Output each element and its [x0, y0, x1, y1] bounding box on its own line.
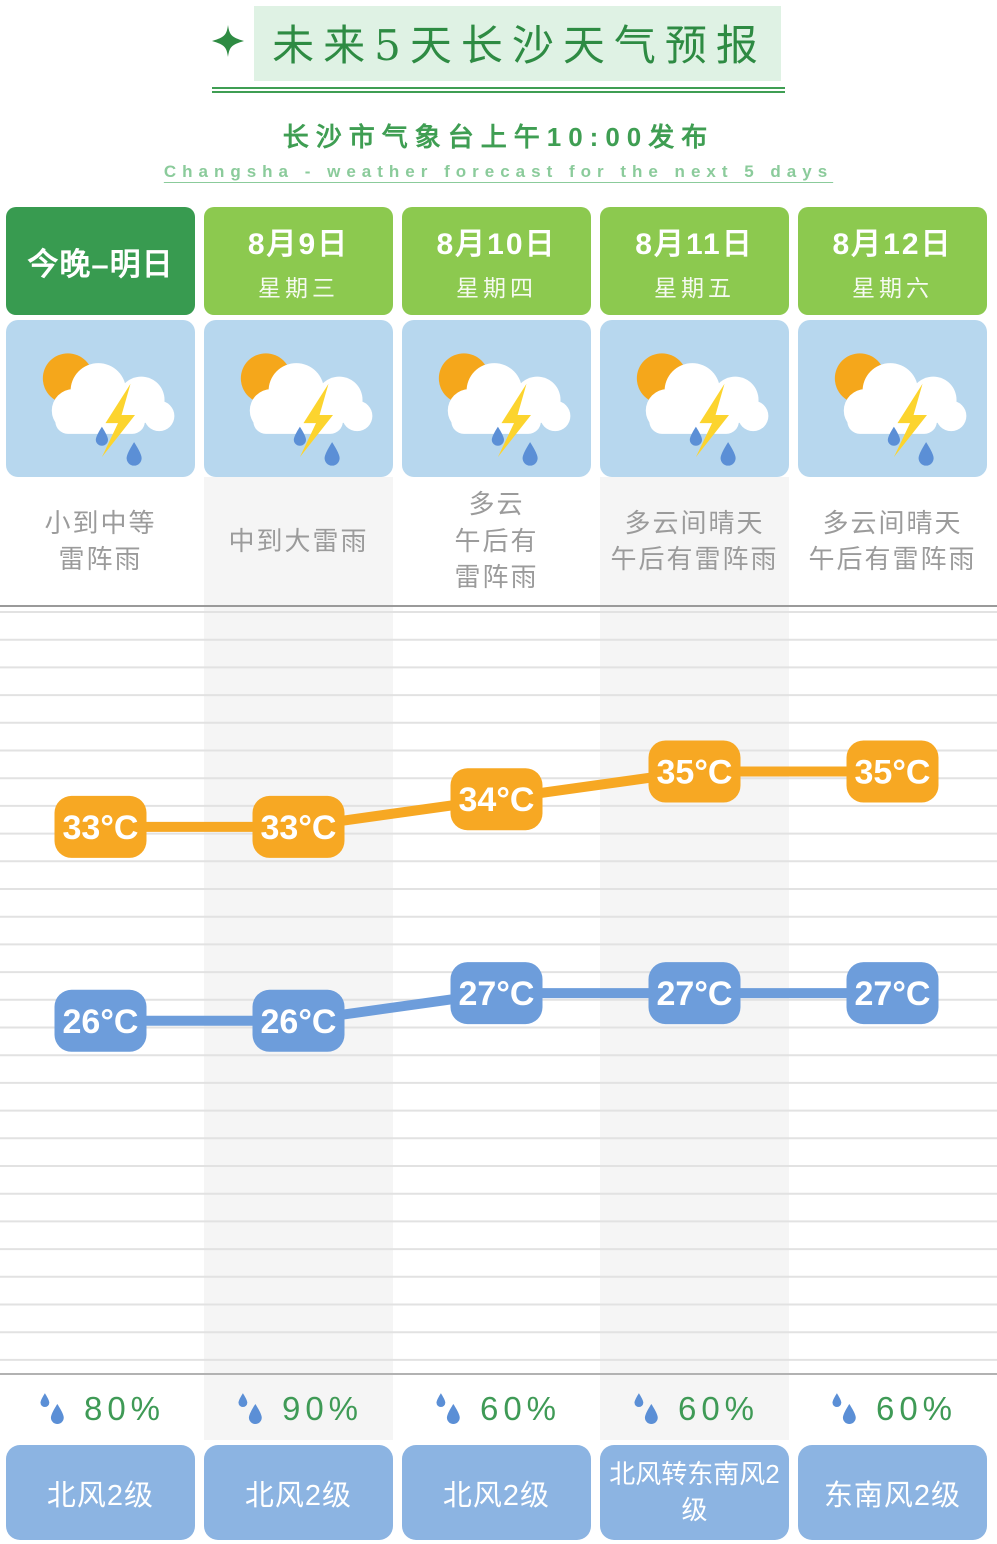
- temperature-chart-svg: 33°C 33°C 34°C 35°C 35°C 26°C 26°C 27°C 27°C 27°C: [0, 611, 997, 1361]
- temperature-chart: 33°C 33°C 34°C 35°C 35°C 26°C 26°C 27°C 27°C 27°C: [0, 605, 997, 1375]
- date-label: 8月10日: [436, 228, 557, 261]
- wind-label: 北风转东南风2级: [600, 1445, 789, 1540]
- weather-condition-icon: [600, 320, 789, 477]
- rain-probability-cell: 60%: [600, 1390, 789, 1428]
- temp-badge-label: 27°C: [657, 975, 733, 1013]
- temp-badge: [54, 795, 147, 858]
- forecast-column-day5: 8月12日 星期六 多云间晴天 午后有雷阵雨: [798, 207, 987, 605]
- rain-probability-value: 60%: [875, 1390, 958, 1427]
- wind-label: 北风2级: [402, 1445, 591, 1540]
- rain-probability-value: 90%: [281, 1390, 364, 1427]
- english-subtitle: Changsha - weather forecast for the next…: [163, 162, 834, 181]
- rain-probability-cell: 60%: [402, 1390, 591, 1428]
- forecast-column-day2: 8月9日 星期三 中到大雷雨: [204, 207, 393, 605]
- rain-probability-cell: 80%: [6, 1390, 195, 1428]
- date-header: 8月11日 星期五: [600, 207, 789, 315]
- temp-badge: [846, 962, 939, 1025]
- weekday-label: 星期三: [258, 275, 339, 301]
- temp-badge-label: 26°C: [63, 1003, 139, 1041]
- column-stripe-2: [204, 477, 393, 1440]
- temp-badge: [846, 740, 939, 803]
- temp-badge: [450, 768, 543, 831]
- temp-badge: [252, 795, 345, 858]
- raindrops-icon: [238, 1393, 262, 1425]
- temp-badge: [648, 740, 741, 803]
- date-label: 8月11日: [635, 228, 754, 261]
- raindrops-icon: [40, 1393, 64, 1425]
- condition-label: 多云 午后有 雷阵雨: [454, 489, 539, 593]
- wind-label: 东南风2级: [798, 1445, 987, 1540]
- column-stripe-4: [600, 477, 789, 1440]
- forecast-column-day4: 8月11日 星期五 多云间晴天 午后有雷阵雨: [600, 207, 789, 605]
- temp-badge-label: 33°C: [63, 809, 139, 847]
- page-title: 未来5天长沙天气预报: [254, 6, 781, 81]
- weather-condition-icon: [798, 320, 987, 477]
- weather-condition-icon: [204, 320, 393, 477]
- wind-row: 北风2级 北风2级 北风2级 北风转东南风2级 东南风2级: [0, 1443, 997, 1544]
- date-header: 8月12日 星期六: [798, 207, 987, 315]
- wind-label: 北风2级: [204, 1445, 393, 1540]
- temp-badge-label: 35°C: [657, 754, 733, 792]
- rain-probability-value: 60%: [479, 1390, 562, 1427]
- date-label: 8月9日: [247, 228, 350, 261]
- date-header: 8月9日 星期三: [204, 207, 393, 315]
- temp-badge-label: 26°C: [261, 1003, 337, 1041]
- weekday-label: 星期四: [456, 275, 537, 301]
- forecast-column-today: 今晚–明日 小到中等 雷阵雨: [6, 207, 195, 605]
- temp-badge: [648, 962, 741, 1025]
- condition-label: 中到大雷雨: [228, 525, 369, 556]
- forecast-columns: 今晚–明日 小到中等 雷阵雨 8月9日: [0, 207, 997, 605]
- temp-badge-label: 34°C: [459, 781, 535, 819]
- issued-by-subtitle: 长沙市气象台上午10:00发布: [282, 122, 715, 152]
- raindrops-icon: [832, 1393, 856, 1425]
- temp-badge: [252, 989, 345, 1052]
- weekday-label: 星期六: [852, 275, 933, 301]
- sparkle-star-icon: [212, 25, 245, 62]
- title-underline: 未来5天长沙天气预报: [212, 6, 785, 93]
- weather-condition-icon: [402, 320, 591, 477]
- date-header-today: 今晚–明日: [6, 207, 195, 315]
- temp-badge-label: 33°C: [261, 809, 337, 847]
- condition-label: 多云间晴天 午后有雷阵雨: [610, 507, 779, 574]
- temp-badge-label: 27°C: [855, 975, 931, 1013]
- temp-badge: [54, 989, 147, 1052]
- condition-label: 多云间晴天 午后有雷阵雨: [808, 507, 977, 574]
- wind-label: 北风2级: [6, 1445, 195, 1540]
- temp-badge-label: 27°C: [459, 975, 535, 1013]
- raindrops-icon: [634, 1393, 658, 1425]
- temp-badge-label: 35°C: [855, 754, 931, 792]
- rain-probability-cell: 60%: [798, 1390, 987, 1428]
- rain-probability-cell: 90%: [204, 1390, 393, 1428]
- page-header: 未来5天长沙天气预报 长沙市气象台上午10:00发布 Changsha - we…: [0, 0, 997, 207]
- rain-probability-value: 80%: [83, 1390, 166, 1427]
- rain-probability-value: 60%: [677, 1390, 760, 1427]
- weekday-label: 星期五: [654, 275, 735, 301]
- date-label: 今晚–明日: [27, 246, 174, 282]
- raindrops-icon: [436, 1393, 460, 1425]
- temp-badge: [450, 962, 543, 1025]
- date-header: 8月10日 星期四: [402, 207, 591, 315]
- forecast-column-day3: 8月10日 星期四 多云 午后有 雷阵雨: [402, 207, 591, 605]
- condition-label: 小到中等 雷阵雨: [44, 507, 157, 574]
- rain-probability-row: 80% 90% 60% 60% 60%: [0, 1375, 997, 1443]
- date-label: 8月12日: [832, 228, 953, 261]
- weather-condition-icon: [6, 320, 195, 477]
